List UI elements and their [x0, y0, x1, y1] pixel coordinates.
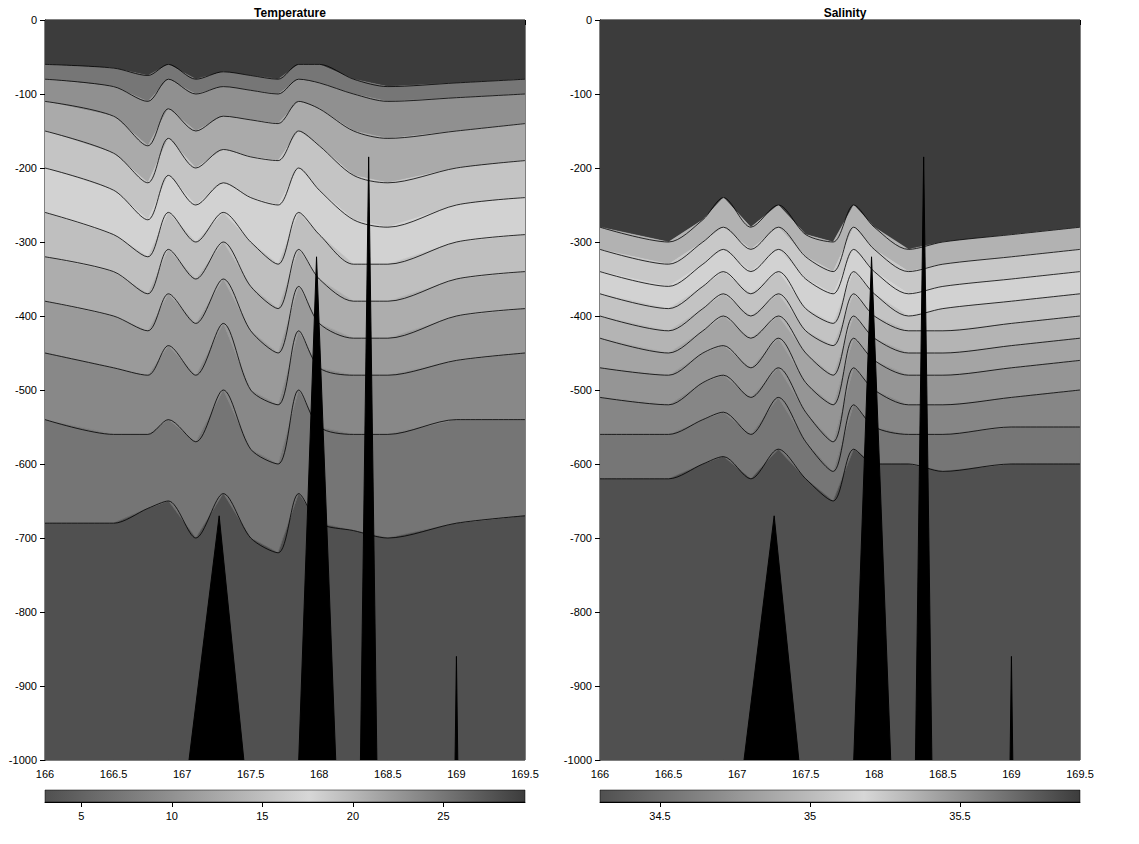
svg-text:Temperature: Temperature [254, 6, 326, 20]
svg-text:Salinity: Salinity [824, 6, 867, 20]
svg-text:-700: -700 [570, 532, 592, 544]
svg-text:-900: -900 [15, 680, 37, 692]
svg-text:169: 169 [1002, 768, 1020, 780]
svg-text:34.5: 34.5 [649, 810, 670, 822]
svg-text:-100: -100 [15, 88, 37, 100]
svg-text:168: 168 [865, 768, 883, 780]
svg-text:-300: -300 [570, 236, 592, 248]
svg-text:-100: -100 [570, 88, 592, 100]
svg-text:166.5: 166.5 [100, 768, 128, 780]
svg-text:167: 167 [728, 768, 746, 780]
svg-text:-400: -400 [15, 310, 37, 322]
svg-text:20: 20 [347, 810, 359, 822]
svg-text:-600: -600 [570, 458, 592, 470]
svg-text:166: 166 [36, 768, 54, 780]
svg-text:167.5: 167.5 [237, 768, 265, 780]
svg-text:169: 169 [447, 768, 465, 780]
svg-text:168.5: 168.5 [929, 768, 957, 780]
svg-text:167: 167 [173, 768, 191, 780]
svg-text:0: 0 [31, 14, 37, 26]
svg-text:10: 10 [166, 810, 178, 822]
svg-text:167.5: 167.5 [792, 768, 820, 780]
svg-text:35: 35 [804, 810, 816, 822]
svg-text:168.5: 168.5 [374, 768, 402, 780]
svg-text:-300: -300 [15, 236, 37, 248]
svg-text:169.5: 169.5 [511, 768, 539, 780]
svg-text:0: 0 [586, 14, 592, 26]
svg-text:-200: -200 [15, 162, 37, 174]
svg-text:-600: -600 [15, 458, 37, 470]
svg-text:-500: -500 [15, 384, 37, 396]
svg-text:-1000: -1000 [9, 754, 37, 766]
svg-text:-1000: -1000 [564, 754, 592, 766]
svg-text:166.5: 166.5 [655, 768, 683, 780]
svg-text:-800: -800 [570, 606, 592, 618]
svg-text:-800: -800 [15, 606, 37, 618]
svg-text:-900: -900 [570, 680, 592, 692]
svg-text:169.5: 169.5 [1066, 768, 1094, 780]
svg-text:-400: -400 [570, 310, 592, 322]
svg-text:168: 168 [310, 768, 328, 780]
svg-text:35.5: 35.5 [949, 810, 970, 822]
svg-text:-700: -700 [15, 532, 37, 544]
svg-text:-200: -200 [570, 162, 592, 174]
svg-text:5: 5 [78, 810, 84, 822]
svg-text:25: 25 [437, 810, 449, 822]
svg-text:-500: -500 [570, 384, 592, 396]
svg-text:15: 15 [256, 810, 268, 822]
svg-text:166: 166 [591, 768, 609, 780]
